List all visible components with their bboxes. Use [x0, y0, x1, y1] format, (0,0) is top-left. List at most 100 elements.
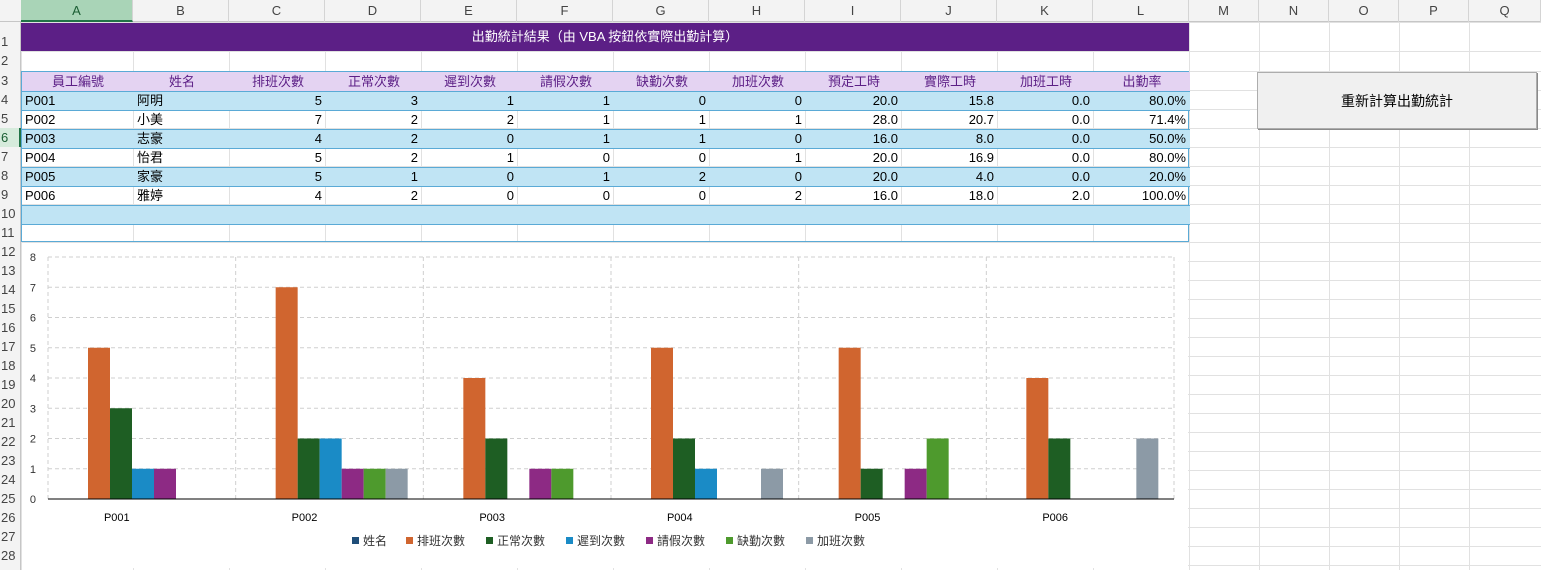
table-cell[interactable]: 0: [506, 169, 514, 184]
column-header-q[interactable]: Q: [1469, 0, 1541, 22]
column-header-a[interactable]: A: [21, 0, 133, 22]
row-header-10[interactable]: 10: [1, 206, 16, 221]
column-header-p[interactable]: P: [1399, 0, 1469, 22]
table-cell[interactable]: P002: [25, 112, 56, 127]
row-header-3[interactable]: 3: [1, 73, 9, 88]
table-cell[interactable]: 1: [698, 131, 706, 146]
table-cell[interactable]: 80.0%: [1149, 93, 1186, 108]
row-header-21[interactable]: 21: [1, 415, 16, 430]
table-header-cell[interactable]: 姓名: [168, 74, 195, 89]
table-cell[interactable]: 2: [698, 169, 706, 184]
row-header-26[interactable]: 26: [1, 510, 16, 525]
table-cell[interactable]: 0: [698, 150, 706, 165]
column-header-i[interactable]: I: [805, 0, 901, 22]
table-cell[interactable]: 2: [410, 188, 418, 203]
row-header-11[interactable]: 11: [1, 225, 15, 240]
table-header-cell[interactable]: 預定工時: [827, 74, 880, 89]
row-header-27[interactable]: 27: [1, 529, 16, 544]
column-header-g[interactable]: G: [613, 0, 709, 22]
table-cell[interactable]: 0.0: [1071, 93, 1090, 108]
table-cell[interactable]: 0: [794, 131, 802, 146]
row-header-6[interactable]: 6: [0, 128, 21, 147]
row-header-18[interactable]: 18: [1, 358, 16, 373]
table-cell[interactable]: P001: [25, 93, 56, 108]
table-cell[interactable]: 7: [314, 112, 322, 127]
column-header-d[interactable]: D: [325, 0, 421, 22]
row-header-12[interactable]: 12: [1, 244, 16, 259]
column-header-o[interactable]: O: [1329, 0, 1399, 22]
table-cell[interactable]: 0.0: [1071, 112, 1090, 127]
table-cell[interactable]: 8.0: [975, 131, 994, 146]
column-header-f[interactable]: F: [517, 0, 613, 22]
row-header-24[interactable]: 24: [1, 472, 16, 487]
table-header-cell[interactable]: 排班次數: [251, 74, 304, 89]
table-cell[interactable]: 50.0%: [1149, 131, 1186, 146]
row-header-25[interactable]: 25: [1, 491, 16, 506]
column-header-l[interactable]: L: [1093, 0, 1189, 22]
table-cell[interactable]: 0: [698, 188, 706, 203]
table-header-cell[interactable]: 實際工時: [923, 74, 976, 89]
table-cell[interactable]: 0: [506, 131, 514, 146]
table-cell[interactable]: 1: [602, 169, 610, 184]
row-header-28[interactable]: 28: [1, 548, 16, 563]
table-header-cell[interactable]: 缺勤次數: [635, 74, 688, 89]
attendance-bar-chart[interactable]: 0 1 2 3 4 5 6 7 8 P001 P002 P003 P004 P005 P006 姓名 排班次數 正…: [22, 243, 1188, 568]
row-header-22[interactable]: 22: [1, 434, 16, 449]
table-cell[interactable]: 2.0: [1071, 188, 1090, 203]
table-cell[interactable]: P004: [25, 150, 56, 165]
table-cell[interactable]: 3: [410, 93, 418, 108]
table-cell[interactable]: 小美: [137, 112, 164, 127]
table-cell[interactable]: 0.0: [1071, 169, 1090, 184]
column-header-b[interactable]: B: [133, 0, 229, 22]
table-header-cell[interactable]: 出勤率: [1122, 74, 1162, 89]
table-cell[interactable]: 20.0: [872, 150, 898, 165]
table-cell[interactable]: 20.0%: [1149, 169, 1186, 184]
table-header-cell[interactable]: 加班次數: [731, 74, 784, 89]
table-cell[interactable]: 5: [314, 93, 322, 108]
table-cell[interactable]: 0.0: [1071, 131, 1090, 146]
table-cell[interactable]: 2: [410, 150, 418, 165]
table-cell[interactable]: P005: [25, 169, 56, 184]
table-cell[interactable]: 2: [410, 112, 418, 127]
table-cell[interactable]: 0: [794, 169, 802, 184]
row-header-23[interactable]: 23: [1, 453, 16, 468]
table-cell[interactable]: 18.0: [968, 188, 994, 203]
table-cell[interactable]: 4: [314, 188, 322, 203]
row-header-2[interactable]: 2: [1, 53, 9, 68]
table-cell[interactable]: 0.0: [1071, 150, 1090, 165]
table-cell[interactable]: 1: [506, 93, 514, 108]
table-cell[interactable]: 0: [602, 150, 610, 165]
table-cell[interactable]: 怡君: [137, 150, 164, 165]
table-cell[interactable]: 16.9: [968, 150, 994, 165]
row-header-13[interactable]: 13: [1, 263, 16, 278]
table-cell[interactable]: 1: [602, 93, 610, 108]
row-header-17[interactable]: 17: [1, 339, 16, 354]
column-header-k[interactable]: K: [997, 0, 1093, 22]
table-cell[interactable]: 雅婷: [137, 188, 164, 203]
column-header-c[interactable]: C: [229, 0, 325, 22]
table-cell[interactable]: 28.0: [872, 112, 898, 127]
table-header-cell[interactable]: 遲到次數: [443, 74, 496, 89]
table-cell[interactable]: 16.0: [872, 131, 898, 146]
recalculate-attendance-button[interactable]: 重新計算出勤統計: [1257, 72, 1537, 129]
row-header-7[interactable]: 7: [1, 149, 9, 164]
column-header-m[interactable]: M: [1189, 0, 1259, 22]
row-header-14[interactable]: 14: [1, 282, 16, 297]
table-cell[interactable]: 0: [698, 93, 706, 108]
table-cell[interactable]: 1: [410, 169, 418, 184]
table-cell[interactable]: 2: [794, 188, 802, 203]
table-cell[interactable]: 0: [602, 188, 610, 203]
table-cell[interactable]: 4: [314, 131, 322, 146]
table-cell[interactable]: P003: [25, 131, 56, 146]
row-header-8[interactable]: 8: [1, 168, 9, 183]
table-cell[interactable]: 15.8: [968, 93, 994, 108]
column-header-n[interactable]: N: [1259, 0, 1329, 22]
row-header-20[interactable]: 20: [1, 396, 16, 411]
table-cell[interactable]: 16.0: [872, 188, 898, 203]
table-cell[interactable]: 20.0: [872, 169, 898, 184]
row-header-15[interactable]: 15: [1, 301, 16, 316]
column-header-e[interactable]: E: [421, 0, 517, 22]
table-cell[interactable]: 家豪: [137, 169, 164, 184]
table-header-cell[interactable]: 請假次數: [539, 74, 592, 89]
table-cell[interactable]: 1: [602, 131, 610, 146]
